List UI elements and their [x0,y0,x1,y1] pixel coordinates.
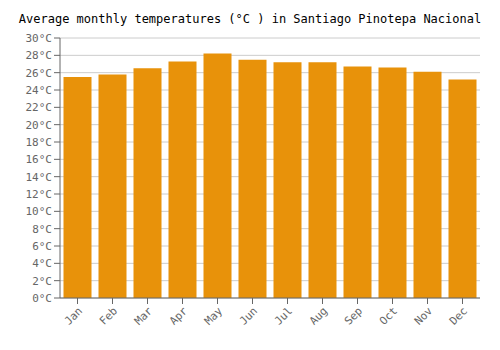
svg-text:22°C: 22°C [26,101,53,114]
html-text:Average monthly temperatures (: Average monthly temperatures (°C ) in Sa… [18,12,482,26]
svg-text:Aug: Aug [307,304,330,327]
svg-text:12°C: 12°C [26,188,53,201]
svg-text:14°C: 14°C [26,171,53,184]
svg-text:26°C: 26°C [26,67,53,80]
svg-text:Nov: Nov [412,304,436,328]
svg-text:24°C: 24°C [26,84,53,97]
svg-text:6°C: 6°C [32,240,52,253]
svg-text:Apr: Apr [167,304,191,328]
svg-text:20°C: 20°C [26,119,53,132]
svg-text:Jan: Jan [62,304,85,327]
svg-text:Feb: Feb [97,304,120,327]
svg-text:Mar: Mar [132,304,156,328]
svg-text:30°C: 30°C [26,32,53,45]
svg-text:16°C: 16°C [26,153,53,166]
svg-text:4°C: 4°C [32,257,52,270]
svg-text:18°C: 18°C [26,136,53,149]
svg-text:May: May [202,304,226,328]
svg-text:10°C: 10°C [26,205,53,218]
svg-text:Sep: Sep [342,304,365,327]
svg-text:2°C: 2°C [32,275,52,288]
svg-text:8°C: 8°C [32,223,52,236]
svg-text:Jun: Jun [237,304,260,327]
svg-text:Dec: Dec [447,304,470,327]
svg-text:Oct: Oct [377,304,400,327]
svg-text:Jul: Jul [272,304,295,327]
svg-text:28°C: 28°C [26,49,53,62]
svg-text:0°C: 0°C [32,292,52,305]
